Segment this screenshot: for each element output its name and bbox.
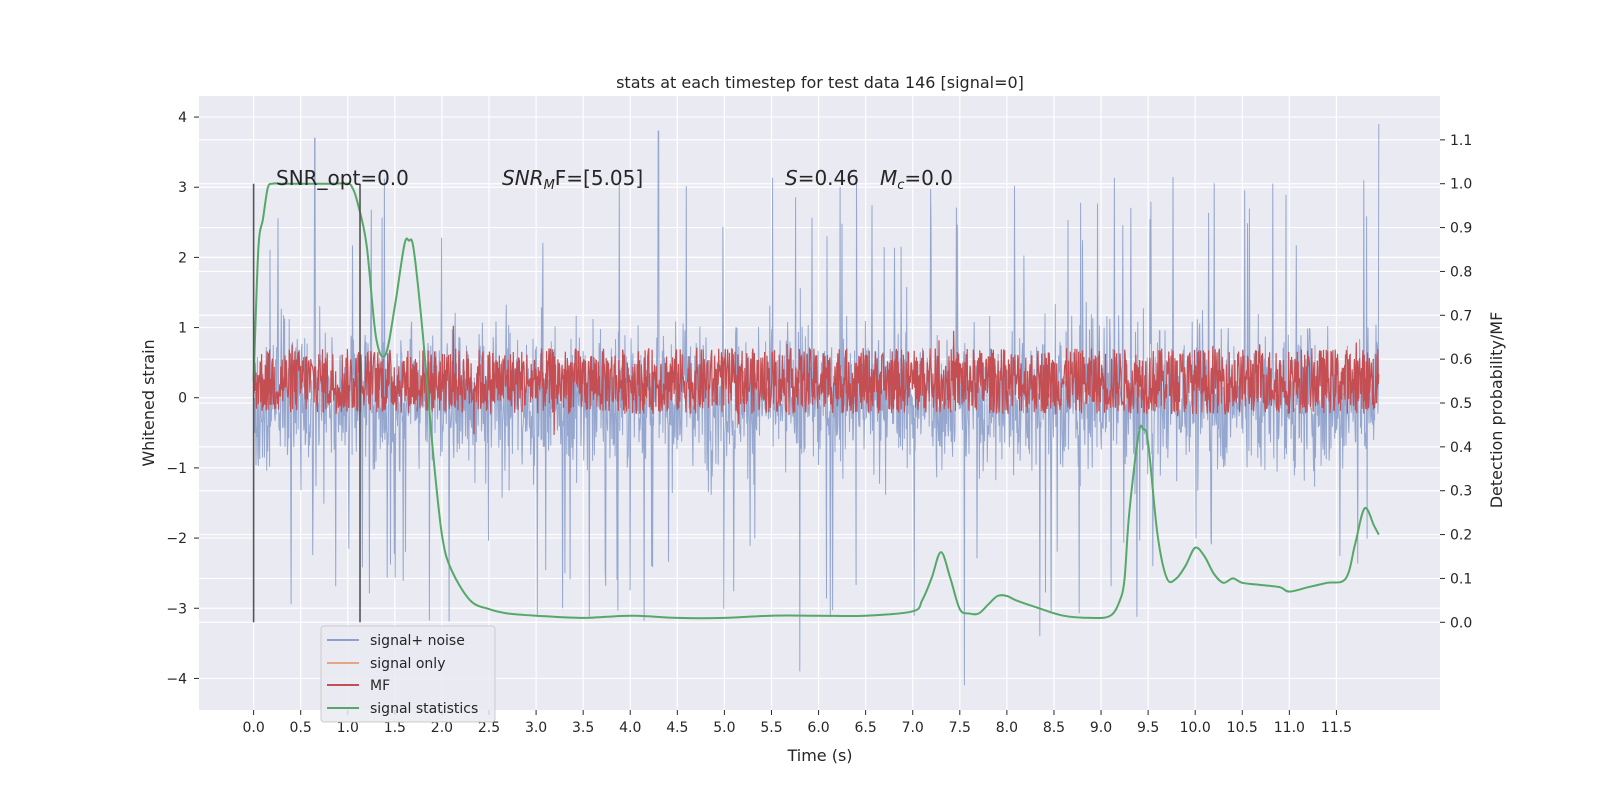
- annotation-snr-opt: SNR_opt=0.0: [276, 166, 409, 190]
- y-tick-label: −2: [166, 531, 187, 547]
- snr-mf-rest: F=[5.05]: [555, 166, 643, 190]
- x-tick-label: 6.5: [855, 720, 877, 736]
- y-tick-label: −1: [166, 461, 187, 477]
- y2-tick-label: 0.6: [1450, 352, 1472, 368]
- x-tick-label: 8.0: [996, 720, 1018, 736]
- annotation-snr-mf: SNRMF=[5.05]: [502, 166, 643, 193]
- y2-tick-label: 1.1: [1450, 133, 1472, 149]
- snr-mf-subscript: M: [544, 178, 555, 193]
- x-tick-label: 7.5: [949, 720, 971, 736]
- y-tick-label: −3: [166, 601, 187, 617]
- y2-tick-label: 0.7: [1450, 308, 1472, 324]
- x-tick-label: 9.0: [1090, 720, 1112, 736]
- marker-lines: [252, 183, 361, 623]
- y2-tick-label: 0.1: [1450, 571, 1472, 587]
- y-tick-label: 1: [178, 321, 187, 337]
- annotation-s: S=0.46: [785, 166, 859, 190]
- legend-box: [320, 625, 496, 723]
- mf-trace: [253, 325, 1380, 435]
- y2-axis-ticks: 1.1 1.0 0.9 0.8 0.7 0.6 0.5 0.4 0.3 0.2 0.1 0.0: [1440, 133, 1472, 631]
- y-tick-label: 2: [178, 250, 187, 266]
- y2-tick-label: 0.2: [1450, 528, 1472, 544]
- y-axis-title: Whitened strain: [139, 339, 158, 466]
- x-tick-label: 11.0: [1274, 720, 1305, 736]
- mc-value: =0.0: [904, 166, 953, 190]
- x-tick-label: 2.5: [478, 720, 500, 736]
- chart-title: stats at each timestep for test data 146…: [616, 73, 1024, 92]
- y2-tick-label: 0.8: [1450, 264, 1472, 280]
- y2-tick-label: 0.5: [1450, 396, 1472, 412]
- y2-tick-label: 0.0: [1450, 615, 1472, 631]
- y2-tick-label: 0.9: [1450, 221, 1472, 237]
- x-tick-label: 11.5: [1321, 720, 1352, 736]
- annotation-mc: Mc=0.0: [880, 166, 953, 193]
- mc-subscript: c: [897, 178, 904, 193]
- x-tick-label: 10.0: [1180, 720, 1211, 736]
- x-tick-label: 7.0: [902, 720, 924, 736]
- x-tick-label: 9.5: [1137, 720, 1159, 736]
- y2-tick-label: 1.0: [1450, 177, 1472, 193]
- x-tick-label: 8.5: [1043, 720, 1065, 736]
- x-tick-label: 2.0: [431, 720, 453, 736]
- x-tick-label: 3.0: [525, 720, 547, 736]
- legend-label-noise: signal+ noise: [370, 633, 465, 649]
- y-tick-label: 3: [178, 180, 187, 196]
- x-tick-label: 0.5: [290, 720, 312, 736]
- signal-noise-series: [253, 124, 1380, 686]
- s-value: =0.46: [798, 166, 859, 190]
- x-tick-label: 4.5: [666, 720, 688, 736]
- snr-mf-symbol: SNR: [502, 166, 544, 190]
- y2-tick-label: 0.4: [1450, 440, 1472, 456]
- y-tick-label: 0: [178, 391, 187, 407]
- legend-label-signal-only: signal only: [370, 656, 445, 672]
- y-axis-ticks: 4 3 2 1 0 −1 −2 −3 −4: [166, 110, 199, 687]
- legend: signal+ noise signal only MF signal stat…: [320, 625, 496, 723]
- x-axis-ticks: 0.0 0.5 1.0 1.5 2.0 2.5 3.0 3.5 4.0 4.5 5.0 5.5 6.0 6…: [242, 710, 1352, 736]
- x-tick-label: 3.5: [572, 720, 594, 736]
- x-tick-label: 4.0: [619, 720, 641, 736]
- s-symbol: S: [785, 166, 798, 190]
- x-tick-label: 10.5: [1227, 720, 1258, 736]
- stats-line: [252, 182, 1380, 620]
- mc-symbol: M: [880, 166, 897, 190]
- x-tick-label: 6.0: [807, 720, 829, 736]
- x-axis-title: Time (s): [786, 746, 852, 765]
- signal-statistics-series: [252, 182, 1380, 620]
- x-tick-label: 5.5: [760, 720, 782, 736]
- y-tick-label: 4: [178, 110, 187, 126]
- x-tick-label: 1.5: [384, 720, 406, 736]
- y2-axis-title: Detection probability/MF: [1487, 312, 1506, 509]
- noise-trace: [253, 124, 1380, 686]
- x-tick-label: 0.0: [242, 720, 264, 736]
- legend-label-mf: MF: [370, 678, 390, 694]
- y2-tick-label: 0.3: [1450, 484, 1472, 500]
- x-tick-label: 1.0: [337, 720, 359, 736]
- mf-series: [253, 325, 1380, 435]
- y-tick-label: −4: [166, 671, 187, 687]
- legend-label-stats: signal statistics: [370, 701, 478, 717]
- x-tick-label: 5.0: [713, 720, 735, 736]
